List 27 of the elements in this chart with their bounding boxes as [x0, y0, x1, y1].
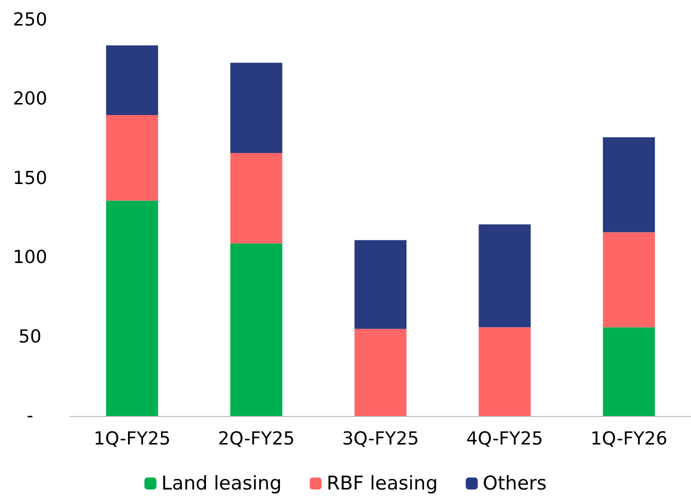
x-tick-label: 1Q-FY25 [94, 428, 171, 450]
bar [106, 200, 158, 416]
legend-label: RBF leasing [326, 472, 438, 494]
bar [230, 243, 282, 416]
x-tick-label: 4Q-FY25 [466, 428, 544, 450]
y-tick-label: 200 [12, 88, 48, 110]
bar [230, 153, 282, 244]
bar [602, 137, 655, 232]
x-tick-label: 3Q-FY25 [342, 428, 419, 450]
y-tick-label: 100 [12, 247, 48, 268]
bar [478, 224, 531, 328]
bar [230, 62, 282, 154]
x-tick-label: 2Q-FY25 [218, 428, 295, 450]
x-tick-label: 1Q-FY26 [590, 428, 668, 450]
bar [602, 327, 655, 416]
legend-label: Others [482, 472, 547, 494]
y-tick-label: - [26, 406, 34, 426]
bar [106, 115, 158, 201]
bar [354, 240, 406, 329]
bar [106, 45, 158, 116]
legend-label: Land leasing [161, 472, 282, 494]
bar [354, 328, 406, 416]
bar [602, 232, 655, 328]
y-tick-label: 250 [12, 10, 48, 30]
y-tick-label: 50 [18, 326, 42, 348]
bar [478, 327, 531, 416]
y-tick-label: 150 [12, 168, 48, 189]
